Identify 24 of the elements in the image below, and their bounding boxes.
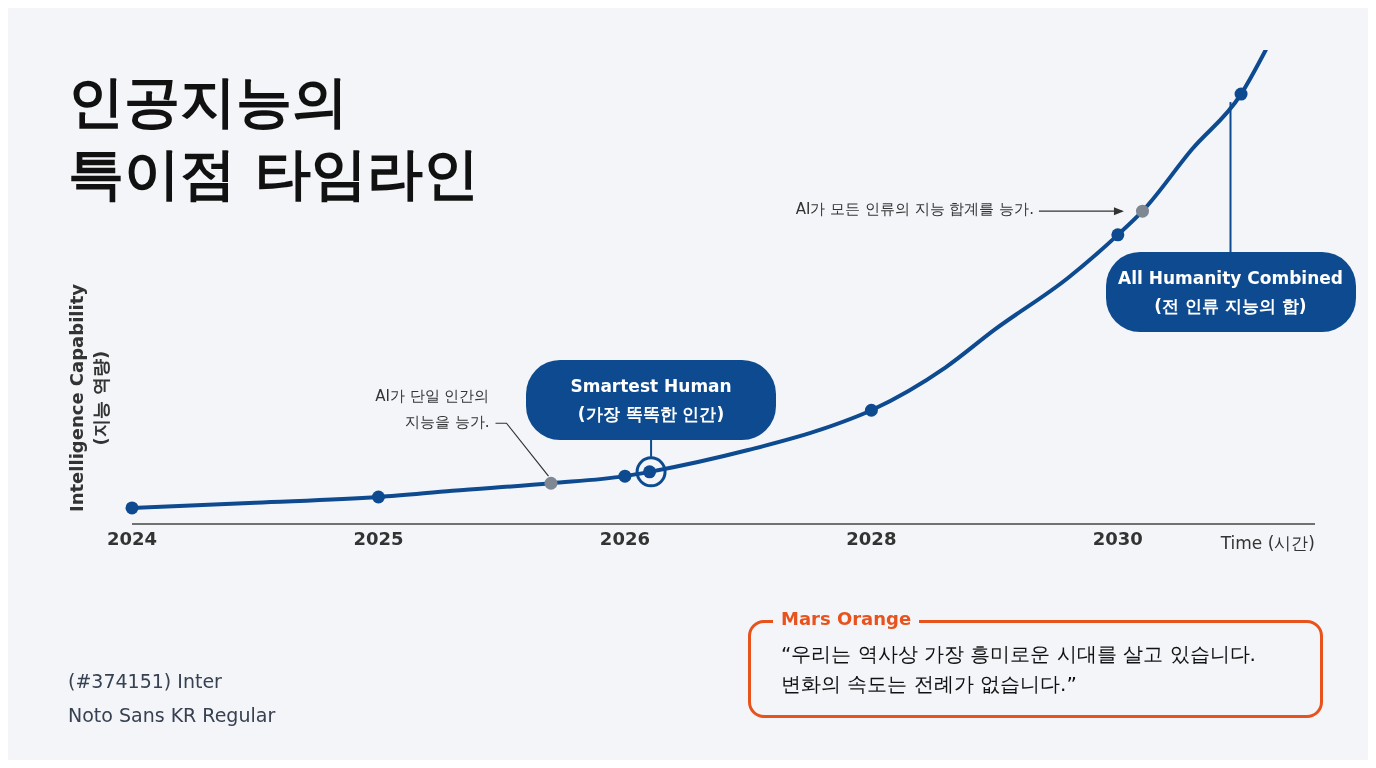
- point: [1234, 87, 1248, 101]
- text: Noto Sans KR Regular: [68, 704, 276, 726]
- point: [544, 476, 558, 490]
- point: [371, 490, 385, 504]
- x-tick-label: 2028: [846, 527, 897, 549]
- text: (#374151) Inter: [68, 670, 222, 692]
- x-tick-label: 2025: [353, 527, 404, 549]
- annotation: AI가 단일 인간의 지능을 능가.: [374, 386, 490, 434]
- text: 인공지능의 특이점 타임라인: [68, 68, 480, 208]
- point: [1135, 204, 1149, 218]
- text: Mars Orange: [773, 608, 920, 629]
- annotation: AI가 모든 인류의 지능 합계를 능가.: [794, 200, 1034, 220]
- x-tick-label: 2024: [106, 527, 158, 549]
- point: [618, 469, 632, 483]
- point: [1111, 228, 1125, 242]
- point: [125, 501, 139, 515]
- y-axis-title: Intelligence Capability (지능 역량): [65, 283, 112, 514]
- point: [864, 403, 878, 417]
- text: “우리는 역사상 가장 흥미로운 시대를 살고 있습니다. 변화의 속도는 전례가 없습니다.”: [781, 641, 1257, 698]
- callout-bubble: Smartest Human (가장 똑똑한 인간): [526, 359, 777, 440]
- x-tick-label: 2030: [1092, 527, 1143, 549]
- x-tick-label: 2026: [599, 527, 650, 549]
- x-axis-title: Time (시간): [1219, 532, 1315, 555]
- callout-bubble: All Humanity Combined (전 인류 지능의 합): [1105, 252, 1356, 333]
